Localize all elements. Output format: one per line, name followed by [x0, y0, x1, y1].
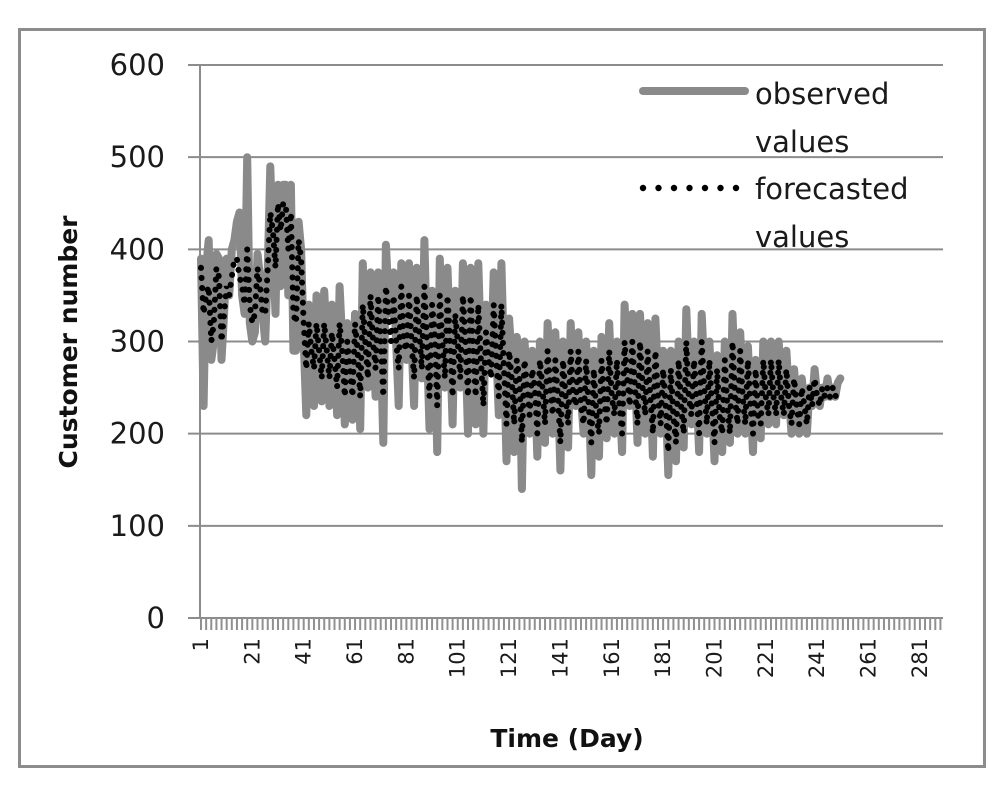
y-tick-label: 300 [110, 325, 165, 359]
y-tick-label: 0 [147, 601, 165, 635]
x-tick-label: 161 [600, 638, 624, 678]
x-tick-label: 241 [805, 638, 829, 678]
x-tick-label: 21 [240, 638, 264, 665]
legend-item-observed: observed values [639, 77, 889, 159]
x-tick-label: 81 [394, 638, 418, 665]
x-tick-label: 181 [651, 638, 675, 678]
legend-forecasted-swatch [639, 184, 740, 192]
x-tick-label: 101 [446, 638, 470, 678]
x-tick-label: 141 [548, 638, 572, 678]
y-axis-tick-labels: 0 100 200 300 400 500 600 [110, 48, 165, 635]
legend-observed-label-line2: values [755, 125, 849, 159]
legend-observed-label-line1: observed [755, 77, 889, 111]
legend: observed values forecasted values [639, 77, 909, 254]
x-tick-label: 121 [497, 638, 521, 678]
legend-item-forecasted: forecasted values [639, 172, 909, 254]
x-tick-label: 221 [754, 638, 778, 678]
legend-forecasted-label-line1: forecasted [755, 172, 909, 206]
y-tick-label: 200 [110, 417, 165, 451]
x-tick-label: 201 [702, 638, 726, 678]
y-tick-label: 400 [110, 232, 165, 266]
forecasted-line [198, 200, 844, 453]
x-tick-label: 261 [857, 638, 881, 678]
series-forecasted-values [198, 200, 844, 453]
x-axis-minor-ticks [200, 618, 942, 630]
x-axis-title: Time (Day) [490, 724, 643, 753]
x-tick-label: 61 [343, 638, 367, 665]
y-tick-label: 600 [110, 48, 165, 82]
y-tick-label: 100 [110, 509, 165, 543]
y-tick-label: 500 [110, 140, 165, 174]
legend-forecasted-label-line2: values [755, 220, 849, 254]
x-axis-tick-labels: 1 21 41 61 81 101 121 141 161 181 201 221 241 261 281 [189, 638, 932, 678]
x-tick-label: 41 [292, 638, 316, 665]
y-axis-title: Customer number [54, 215, 83, 469]
x-tick-label: 1 [189, 638, 213, 651]
x-tick-label: 281 [908, 638, 932, 678]
